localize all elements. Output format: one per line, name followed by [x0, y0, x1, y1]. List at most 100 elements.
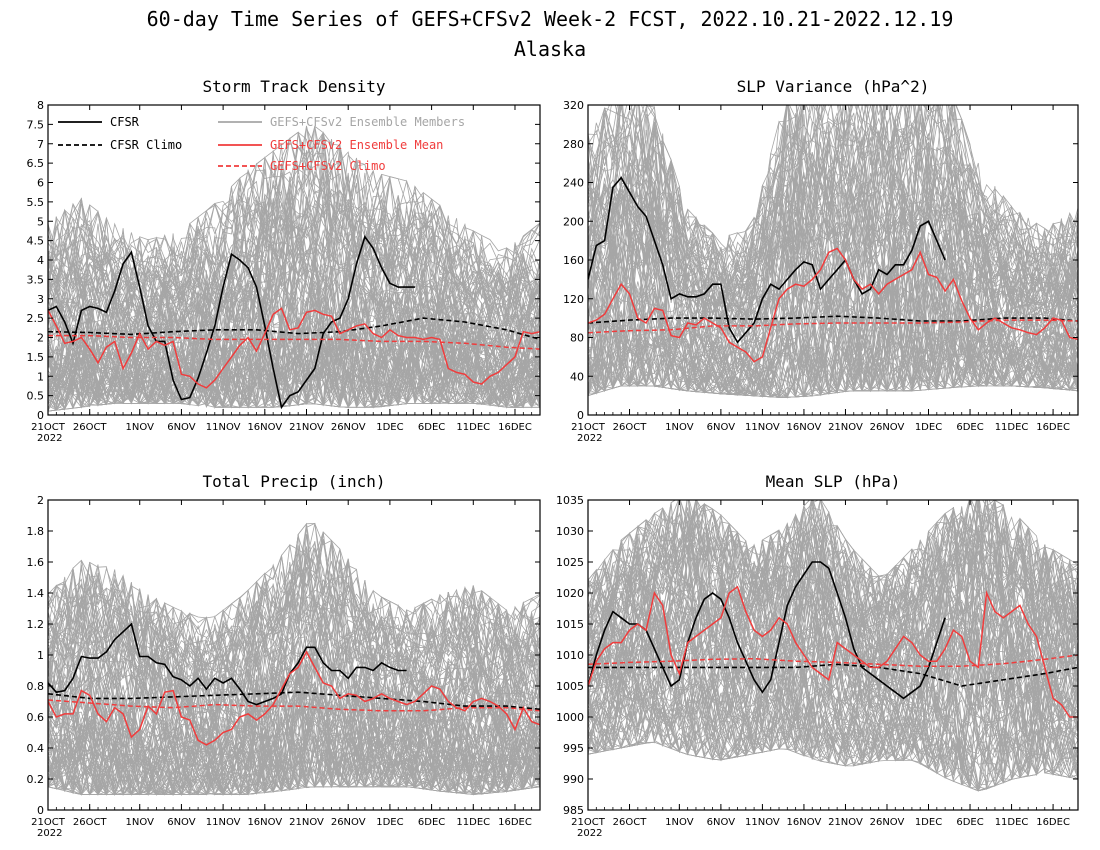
slp-variance-ytick-label: 0 — [577, 409, 584, 422]
mean-slp-ytick-label: 1005 — [556, 680, 584, 693]
total-precip-series — [48, 622, 540, 746]
storm-track-density-ytick-label: 6 — [37, 177, 44, 190]
slp-variance-member-line — [588, 105, 1078, 282]
storm-track-density-ytick-label: 1.5 — [27, 351, 45, 364]
storm-track-density-member-line — [48, 145, 540, 296]
total-precip-member-line — [48, 522, 540, 654]
mean-slp-member-line — [588, 500, 1078, 606]
slp-variance-members — [588, 105, 1078, 399]
total-precip-ytick-label: 1 — [37, 649, 44, 662]
total-precip-xtick-label: 1NOV — [126, 817, 155, 828]
total-precip-xtick-label: 11NOV — [206, 817, 241, 828]
storm-track-density-member-line — [48, 163, 540, 336]
slp-variance-member-line — [588, 105, 1078, 285]
storm-track-density-ytick-label: 3.5 — [27, 273, 45, 286]
slp-variance-member-line — [588, 105, 1078, 327]
slp-variance-xtick-label: 16NOV — [787, 422, 822, 433]
slp-variance-xtick-label: 6NOV — [707, 422, 736, 433]
total-precip-title: Total Precip (inch) — [202, 472, 385, 491]
slp-variance-ytick-label: 40 — [570, 370, 584, 383]
storm-track-density-ytick-label: 6.5 — [27, 157, 45, 170]
storm-track-density-member-line — [48, 224, 540, 364]
total-precip-ytick-label: 1.6 — [27, 556, 45, 569]
slp-variance-series — [588, 176, 1078, 363]
mean-slp-xtick-label: 21OCT — [571, 817, 606, 828]
storm-track-density-cfsr-line — [48, 235, 415, 410]
storm-track-density-ytick-label: 3 — [37, 293, 44, 306]
slp-variance-member-line — [588, 105, 1078, 325]
total-precip-member-line — [48, 658, 540, 796]
mean-slp-member-line — [588, 500, 1078, 665]
total-precip-xtick-label: 26OCT — [73, 817, 108, 828]
storm-track-density-ytick-label: 5.5 — [27, 196, 45, 209]
total-precip-year-label: 2022 — [37, 828, 62, 839]
legend-ens-climo-label: GEFS+CFSv2 Climo — [270, 159, 386, 173]
total-precip-ytick-label: 0.2 — [27, 773, 45, 786]
mean-slp-year-label: 2022 — [577, 828, 602, 839]
slp-variance-ytick-label: 200 — [563, 215, 584, 228]
mean-slp-member-line — [588, 517, 1078, 661]
mean-slp-member-line — [588, 506, 1078, 622]
slp-variance-ytick-label: 240 — [563, 177, 584, 190]
total-precip-xtick-label: 6DEC — [418, 817, 445, 828]
mean-slp-member-line — [588, 667, 1078, 788]
mean-slp-cfsr_climo-line — [588, 663, 1078, 687]
slp-variance-cfsr_climo-line — [588, 315, 1078, 324]
storm-track-density-ytick-label: 1 — [37, 370, 44, 383]
total-precip-member-line — [48, 531, 540, 671]
storm-track-density-ytick-label: 0 — [37, 409, 44, 422]
slp-variance-xtick-label: 16DEC — [1036, 422, 1070, 433]
mean-slp-xtick-label: 11NOV — [745, 817, 780, 828]
mean-slp-ens_mean-line — [588, 585, 1078, 718]
mean-slp-member-line — [588, 570, 1078, 740]
slp-variance-member-line — [588, 232, 1078, 398]
slp-variance-member-line — [588, 275, 1078, 398]
mean-slp-member-line — [588, 500, 1078, 611]
figure-subtitle: Alaska — [514, 37, 586, 61]
total-precip-member-line — [48, 566, 540, 677]
total-precip-member-line — [48, 663, 540, 796]
mean-slp-xtick-label: 21NOV — [828, 817, 863, 828]
mean-slp-member-line — [588, 627, 1078, 775]
total-precip-cfsr_climo-line — [48, 691, 540, 711]
mean-slp-member-line — [588, 630, 1078, 747]
mean-slp-member-line — [588, 672, 1078, 792]
legend-cfsr-label: CFSR — [110, 115, 140, 129]
storm-track-density-ytick-label: 7.5 — [27, 118, 45, 131]
total-precip-xtick-label: 21NOV — [289, 817, 324, 828]
total-precip-member-line — [48, 737, 540, 797]
mean-slp-member-line — [588, 500, 1078, 644]
slp-variance-member-line — [588, 105, 1078, 281]
total-precip-member-line — [48, 661, 540, 778]
mean-slp-xtick-label: 26OCT — [613, 817, 648, 828]
slp-variance-year-label: 2022 — [577, 433, 602, 444]
total-precip-member-line — [48, 607, 540, 735]
slp-variance-ytick-label: 320 — [563, 99, 584, 112]
storm-track-density-member-line — [48, 186, 540, 326]
storm-track-density-xtick-label: 26OCT — [73, 422, 108, 433]
mean-slp-ytick-label: 1030 — [556, 525, 584, 538]
slp-variance-member-line — [588, 105, 1078, 269]
slp-variance-member-line — [588, 218, 1078, 388]
mean-slp-member-line — [588, 611, 1078, 773]
mean-slp-xtick-label: 16DEC — [1036, 817, 1070, 828]
total-precip-member-line — [48, 708, 540, 795]
mean-slp-panel: Mean SLP (hPa) 985 990 995 1000 1005 1010 1015 1… — [556, 472, 1079, 839]
slp-variance-xtick-label: 26OCT — [613, 422, 648, 433]
mean-slp-xtick-label: 16NOV — [787, 817, 822, 828]
storm-track-density-member-line — [48, 168, 540, 322]
mean-slp-ytick-label: 990 — [563, 773, 584, 786]
storm-track-density-xtick-label: 16NOV — [247, 422, 282, 433]
storm-track-density-xtick-label: 1DEC — [376, 422, 403, 433]
storm-track-density-member-line — [48, 236, 540, 350]
mean-slp-ytick-label: 1015 — [556, 618, 584, 631]
total-precip-member-line — [48, 657, 540, 777]
mean-slp-member-line — [588, 500, 1078, 690]
storm-track-density-member-line — [48, 127, 540, 280]
storm-track-density-xtick-label: 26NOV — [331, 422, 366, 433]
slp-variance-ens_mean-line — [588, 247, 1078, 363]
total-precip-ytick-label: 0.4 — [27, 742, 45, 755]
slp-variance-member-line — [588, 148, 1078, 321]
mean-slp-ytick-label: 1010 — [556, 649, 584, 662]
